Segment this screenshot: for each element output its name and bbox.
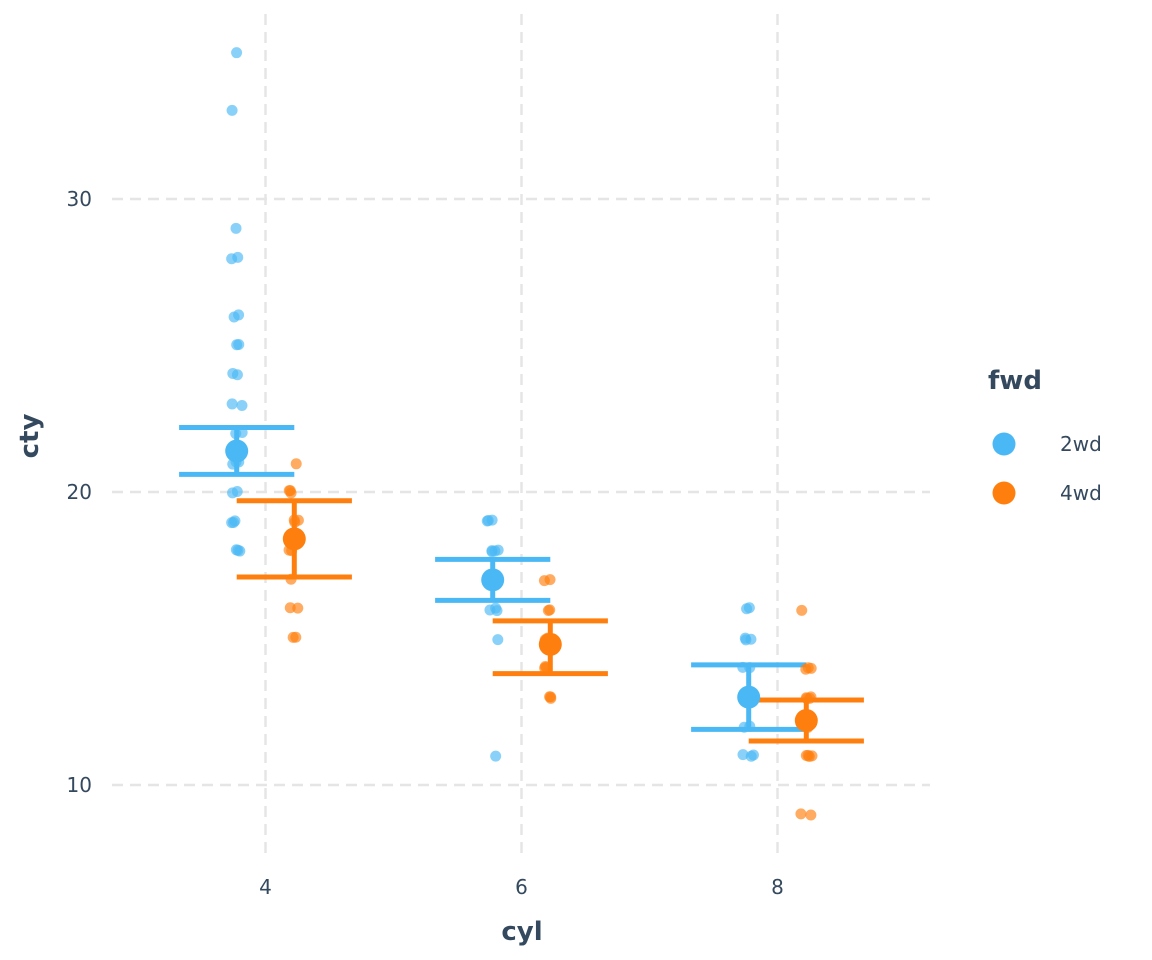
- data-point-2wd: [738, 721, 750, 733]
- data-point-4wd: [805, 809, 817, 821]
- data-point-4wd: [800, 663, 812, 675]
- data-point-2wd: [231, 47, 243, 59]
- x-tick-label: 8: [771, 875, 784, 899]
- mean-point-2wd: [737, 685, 761, 709]
- legend-swatch-4wd: [992, 481, 1016, 505]
- legend-label-4wd: 4wd: [1060, 481, 1102, 505]
- legend-swatch-2wd: [992, 432, 1016, 456]
- x-axis-title: cyl: [501, 917, 542, 947]
- legend-label-2wd: 2wd: [1060, 432, 1102, 456]
- data-point-2wd: [233, 309, 245, 321]
- data-point-2wd: [236, 400, 248, 412]
- data-point-2wd: [233, 338, 245, 350]
- data-point-2wd: [226, 398, 238, 410]
- mean-point-2wd: [225, 439, 249, 463]
- x-tick-label: 6: [515, 875, 528, 899]
- data-point-4wd: [290, 458, 302, 470]
- data-point-2wd: [226, 104, 238, 116]
- y-tick-label: 30: [67, 187, 92, 211]
- data-point-4wd: [542, 604, 554, 616]
- data-point-2wd: [486, 546, 498, 558]
- data-point-2wd: [740, 634, 752, 646]
- y-tick-label: 10: [67, 773, 92, 797]
- data-point-4wd: [285, 573, 297, 585]
- data-point-4wd: [545, 691, 557, 703]
- data-point-4wd: [284, 602, 296, 614]
- y-tick-label: 20: [67, 480, 92, 504]
- data-point-2wd: [492, 634, 504, 646]
- data-point-4wd: [800, 750, 812, 762]
- data-point-4wd: [287, 631, 299, 643]
- data-point-4wd: [539, 662, 551, 674]
- data-point-4wd: [288, 514, 300, 526]
- mean-point-2wd: [481, 568, 505, 592]
- data-point-2wd: [490, 750, 502, 762]
- data-point-2wd: [744, 662, 756, 674]
- data-point-2wd: [230, 428, 242, 440]
- data-point-4wd: [801, 693, 813, 705]
- mean-point-4wd: [282, 527, 306, 551]
- data-point-2wd: [737, 749, 749, 761]
- data-point-4wd: [795, 808, 807, 820]
- data-point-4wd: [796, 604, 808, 616]
- legend-entries: 2wd 4wd: [992, 432, 1102, 505]
- data-point-2wd: [232, 251, 244, 263]
- mean-points: [225, 439, 818, 733]
- gridlines: [112, 14, 930, 858]
- data-point-2wd: [230, 222, 242, 234]
- data-point-4wd: [283, 485, 295, 497]
- data-point-2wd: [228, 516, 240, 528]
- data-point-2wd: [491, 605, 503, 617]
- mean-point-4wd: [538, 632, 562, 656]
- y-axis-ticks: 10 20 30: [67, 187, 92, 797]
- x-axis-ticks: 4 6 8: [259, 875, 784, 899]
- y-axis-title: cty: [15, 414, 45, 459]
- data-point-2wd: [481, 515, 493, 527]
- data-point-2wd: [227, 367, 239, 379]
- x-tick-label: 4: [259, 875, 272, 899]
- data-point-4wd: [538, 575, 550, 587]
- legend-title: fwd: [988, 366, 1042, 396]
- mean-point-4wd: [794, 709, 818, 733]
- data-point-2wd: [234, 545, 246, 557]
- data-point-2wd: [227, 487, 239, 499]
- data-point-2wd: [745, 750, 757, 762]
- legend: fwd 2wd 4wd: [988, 366, 1102, 505]
- data-point-2wd: [741, 603, 753, 615]
